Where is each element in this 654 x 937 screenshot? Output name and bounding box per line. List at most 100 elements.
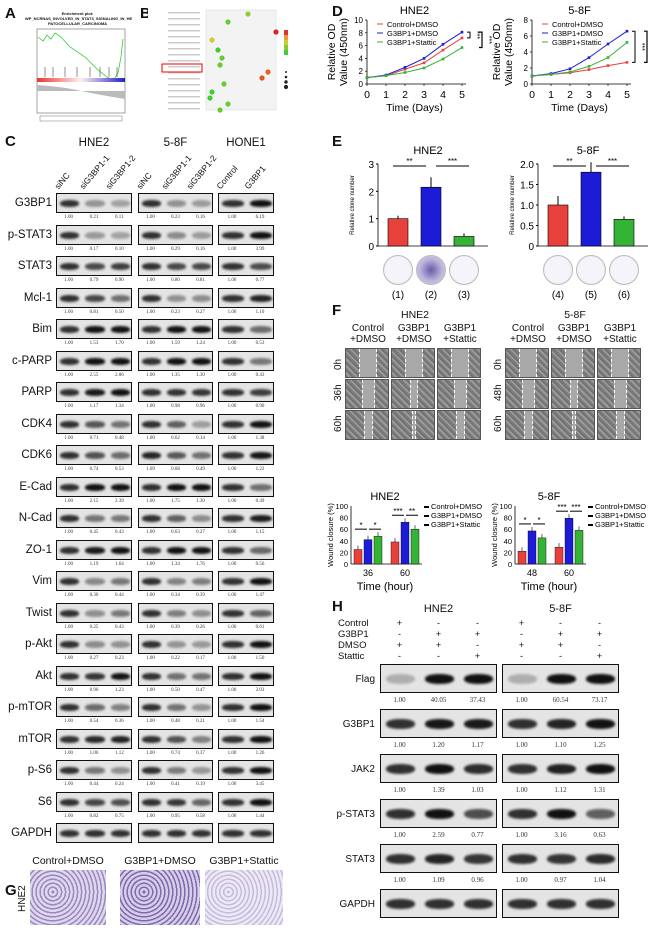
protein-label: G3BP1	[342, 719, 375, 730]
protein-label: Vim	[32, 575, 52, 587]
quantification-value: 1.00	[515, 786, 528, 794]
protein-band	[60, 357, 80, 365]
quantification-value: 1.00	[227, 215, 237, 220]
quantification-value: 1.15	[255, 530, 265, 535]
protein-band	[222, 609, 244, 617]
bar	[547, 204, 569, 247]
quantification-value: 1.00	[64, 750, 74, 756]
protein-band	[546, 719, 577, 730]
y-tick-label: 2	[368, 187, 374, 198]
protein-band	[250, 483, 272, 491]
data-point	[625, 61, 629, 64]
cell-line-label: 5-8F	[549, 603, 572, 615]
condition-mark: -	[559, 618, 562, 628]
quantification-value: 0.16	[196, 246, 205, 252]
protein-label: p-mTOR	[8, 701, 52, 713]
quantification-value: 3.16	[554, 831, 567, 839]
condition-mark: -	[598, 640, 601, 650]
quantification-value: 1.00	[146, 215, 155, 220]
wound-image	[345, 410, 389, 440]
p-STAT3-blot	[218, 224, 274, 245]
panel-label-d: D	[332, 3, 343, 20]
colony-plate-image	[576, 255, 606, 285]
quantification-value: 0.45	[89, 530, 99, 535]
quantification-value: 0.56	[255, 561, 265, 567]
data-point	[422, 66, 426, 70]
protein-label: CDK4	[21, 417, 52, 430]
quantification-value: 0.61	[255, 624, 265, 630]
protein-band	[424, 719, 455, 730]
protein-band	[142, 578, 161, 586]
wound-time-label: 0h	[493, 358, 504, 370]
quantification-value: 0.81	[196, 278, 205, 283]
quantification-value: 0.17	[196, 656, 205, 661]
quantification-value: 1.00	[146, 404, 155, 409]
bar	[373, 535, 383, 565]
quantification-value: 1.00	[393, 696, 406, 704]
condition-mark: +	[557, 640, 564, 650]
y-tick-label: 0	[508, 560, 512, 569]
protein-band	[167, 546, 186, 554]
transwell-image	[205, 870, 283, 925]
x-tick-label: 0	[529, 89, 535, 101]
G3BP1-blot	[138, 193, 213, 213]
data-point	[549, 73, 553, 76]
PARP-blot	[218, 382, 274, 402]
bubble-point	[217, 62, 223, 68]
quantification-value: 0.77	[471, 831, 484, 839]
protein-band	[167, 483, 186, 491]
quantification-value: 1.31	[593, 786, 606, 794]
wound-gap	[363, 411, 373, 439]
p-STAT3-blot	[56, 224, 132, 245]
protein-band	[60, 767, 80, 775]
condition-mark: +	[396, 618, 403, 628]
protein-band	[192, 294, 211, 302]
protein-band	[60, 546, 80, 554]
plot-area	[205, 9, 277, 111]
y-tick-label: 0	[524, 80, 529, 89]
CDK4-blot	[56, 413, 132, 434]
size-legend-dot	[284, 75, 288, 79]
quantification-value: 0.96	[471, 876, 484, 884]
wound-gap	[451, 349, 469, 377]
protein-label: mTOR	[18, 732, 52, 745]
condition-label: Stattic	[338, 651, 365, 662]
pathway-label-bar	[168, 24, 200, 26]
GAPDH-blot	[218, 823, 274, 843]
wound-image	[505, 348, 549, 378]
quantification-value: 0.27	[89, 656, 99, 661]
protein-band	[192, 389, 211, 397]
legend-label: G3BP1+DMSO	[431, 511, 482, 520]
protein-label: JAK2	[351, 764, 375, 775]
plate-label: (5)	[585, 290, 597, 301]
quantification-value: 0.39	[171, 624, 180, 630]
protein-band	[60, 641, 80, 649]
x-axis-label: Time (hour)	[521, 581, 577, 593]
protein-label: STAT3	[17, 260, 52, 272]
bubble-point	[217, 107, 223, 113]
quantification-value: 1.00	[227, 498, 237, 504]
data-point	[606, 64, 610, 67]
significance-mark: ***	[393, 507, 402, 516]
ZO-1-blot	[138, 539, 213, 560]
Vim-blot	[138, 571, 213, 591]
colony-plate-image	[449, 255, 479, 285]
quantification-value: 1.00	[146, 246, 155, 252]
quantification-value: 1.00	[146, 372, 155, 378]
protein-label: E-Cad	[19, 480, 52, 493]
protein-band	[110, 798, 130, 806]
pathway-label-bar	[168, 48, 200, 50]
bar	[580, 171, 602, 247]
quantification-value: 1.23	[114, 687, 124, 693]
protein-band	[167, 452, 186, 460]
quantification-value: 1.00	[227, 561, 237, 567]
y-tick-label: 60	[340, 525, 348, 534]
protein-band	[463, 854, 494, 865]
x-tick-label: 2	[567, 89, 573, 101]
protein-band	[142, 326, 161, 334]
c-PARP-blot	[218, 350, 274, 371]
y-tick-label: 40	[340, 537, 348, 546]
colorbar-segment	[284, 35, 288, 40]
legend-swatch	[424, 524, 429, 526]
plate-label: (6)	[618, 290, 630, 301]
